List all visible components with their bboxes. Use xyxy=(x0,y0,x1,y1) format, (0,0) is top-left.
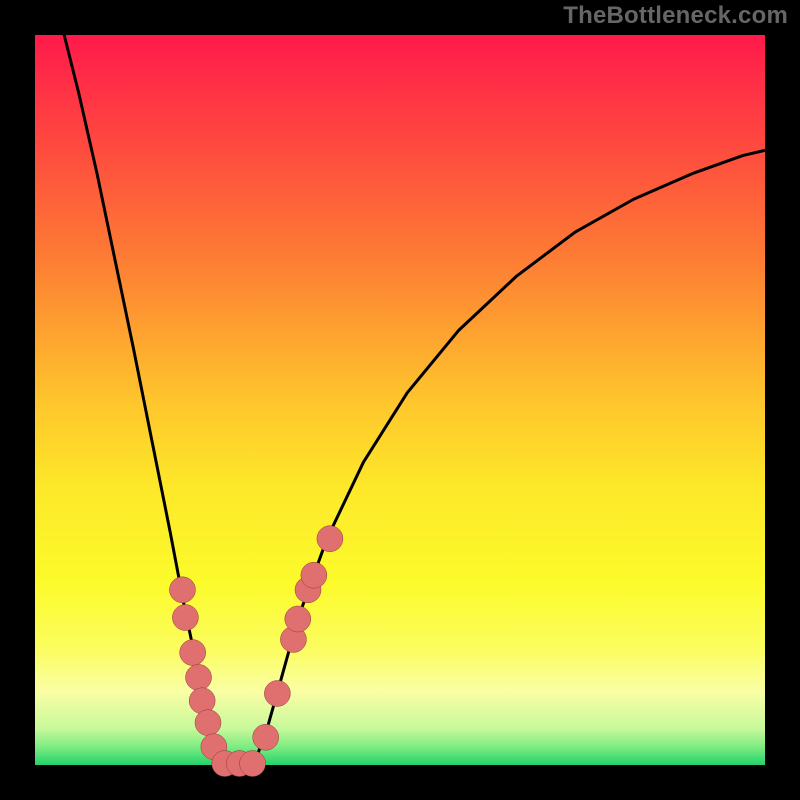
data-bead xyxy=(186,664,212,690)
data-bead xyxy=(285,606,311,632)
data-bead xyxy=(172,605,198,631)
data-bead xyxy=(180,640,206,666)
data-bead xyxy=(317,526,343,552)
data-bead xyxy=(240,751,266,777)
data-bead xyxy=(301,562,327,588)
curve-layer xyxy=(0,0,800,800)
data-bead xyxy=(195,710,221,736)
data-bead xyxy=(264,680,290,706)
bottleneck-curve xyxy=(64,35,765,765)
data-bead xyxy=(253,724,279,750)
data-bead xyxy=(169,577,195,603)
watermark-text: TheBottleneck.com xyxy=(563,2,788,30)
